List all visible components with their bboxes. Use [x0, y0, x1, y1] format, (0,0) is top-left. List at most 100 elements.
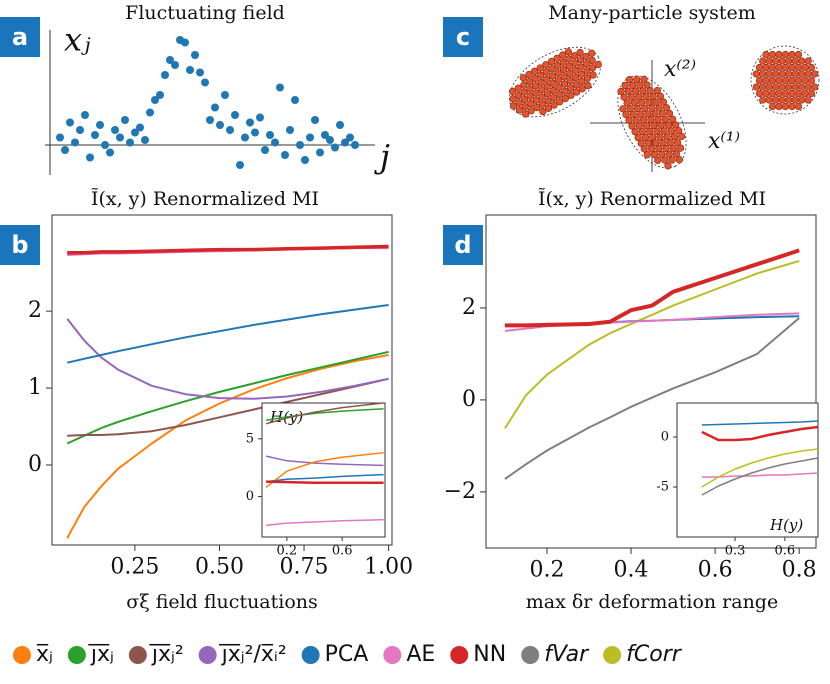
panel-letter: d: [454, 231, 471, 259]
series-line: [265, 455, 384, 467]
series-line: [504, 248, 800, 328]
legend-label: j̅x̅ⱼ²: [148, 642, 183, 667]
particle: [755, 63, 764, 72]
series-line: [265, 402, 384, 425]
particle-cluster: [617, 75, 687, 170]
panel-badge: [443, 17, 483, 57]
y-tick-label: -5: [656, 480, 669, 495]
point: [86, 153, 94, 162]
particle: [755, 89, 764, 98]
panel-letter: b: [11, 231, 28, 259]
panel-badge: [0, 17, 40, 57]
particle: [794, 63, 803, 72]
point: [296, 141, 304, 149]
particle: [643, 151, 651, 159]
point: [131, 128, 139, 137]
legend-swatch: [128, 646, 147, 664]
particle: [775, 63, 783, 72]
particle: [801, 89, 809, 98]
particle: [778, 70, 786, 78]
legend-swatch: [383, 646, 402, 664]
particle: [781, 89, 790, 98]
series-line: [701, 425, 819, 442]
particle: [788, 50, 796, 59]
particle: [772, 96, 780, 104]
y-tick-label: −2: [444, 479, 476, 504]
x-tick-label: 0.6: [332, 543, 353, 558]
point: [201, 78, 209, 87]
point: [161, 71, 169, 79]
point: [256, 113, 264, 122]
particle: [811, 83, 819, 91]
x-tick-label: 0.8: [782, 558, 817, 583]
point: [331, 143, 339, 152]
legend-label: j̅x̅ⱼ²/x̅ᵢ²: [218, 642, 286, 667]
legend-label: j̅x̅ⱼ: [87, 642, 113, 667]
y-tick-label: 0: [246, 489, 254, 504]
particle: [778, 57, 786, 65]
particle: [785, 70, 793, 78]
particle: [775, 89, 783, 98]
point: [151, 96, 159, 104]
point: [156, 91, 164, 99]
particle: [794, 102, 803, 111]
point: [326, 136, 334, 144]
diagram-label: x⁽¹⁾: [708, 129, 740, 154]
particle: [781, 102, 790, 111]
point: [196, 68, 204, 77]
particle: [778, 83, 786, 91]
point: [146, 108, 154, 117]
particle: [804, 83, 812, 91]
particle: [768, 76, 777, 85]
particle: [788, 102, 796, 111]
series-line: [701, 457, 819, 496]
series-line: [265, 451, 384, 488]
legend-swatch: [67, 646, 86, 664]
point: [216, 121, 224, 129]
point: [166, 56, 174, 64]
particle: [654, 156, 662, 164]
particle: [781, 76, 790, 85]
particle: [759, 70, 767, 78]
particle: [791, 83, 799, 91]
y-tick-label: 2: [28, 298, 42, 323]
point: [246, 118, 254, 127]
point: [211, 103, 219, 112]
y-tick-label: 1: [28, 375, 42, 400]
particle: [772, 57, 780, 65]
point: [316, 148, 324, 157]
point: [231, 111, 239, 119]
series-line: [66, 304, 389, 364]
x-axis-label: max δr deformation range: [526, 591, 778, 613]
x-tick-label: 0.2: [277, 543, 298, 558]
particle: [765, 83, 773, 91]
particle: [588, 49, 596, 57]
plot-frame: [676, 402, 819, 538]
point: [301, 156, 309, 164]
particle: [564, 48, 572, 56]
point: [141, 136, 149, 144]
particle: [794, 89, 803, 98]
legend-label: PCA: [325, 642, 369, 667]
point: [136, 123, 144, 132]
point: [71, 138, 79, 147]
particle: [804, 57, 812, 65]
point: [191, 51, 199, 59]
particle: [785, 83, 793, 91]
particle: [798, 83, 806, 91]
legend-swatch: [521, 646, 540, 664]
point: [61, 146, 69, 154]
legend-swatch: [603, 646, 622, 664]
panel-badge: [443, 225, 483, 265]
particle: [781, 50, 790, 59]
series-line: [66, 318, 389, 400]
particle: [762, 89, 770, 98]
point: [186, 66, 194, 74]
diagram-label: x⁽²⁾: [664, 57, 696, 82]
particle: [759, 96, 767, 104]
particle: [772, 83, 780, 91]
point: [281, 151, 289, 159]
inset-label: H(y): [769, 516, 803, 534]
point: [96, 121, 104, 129]
